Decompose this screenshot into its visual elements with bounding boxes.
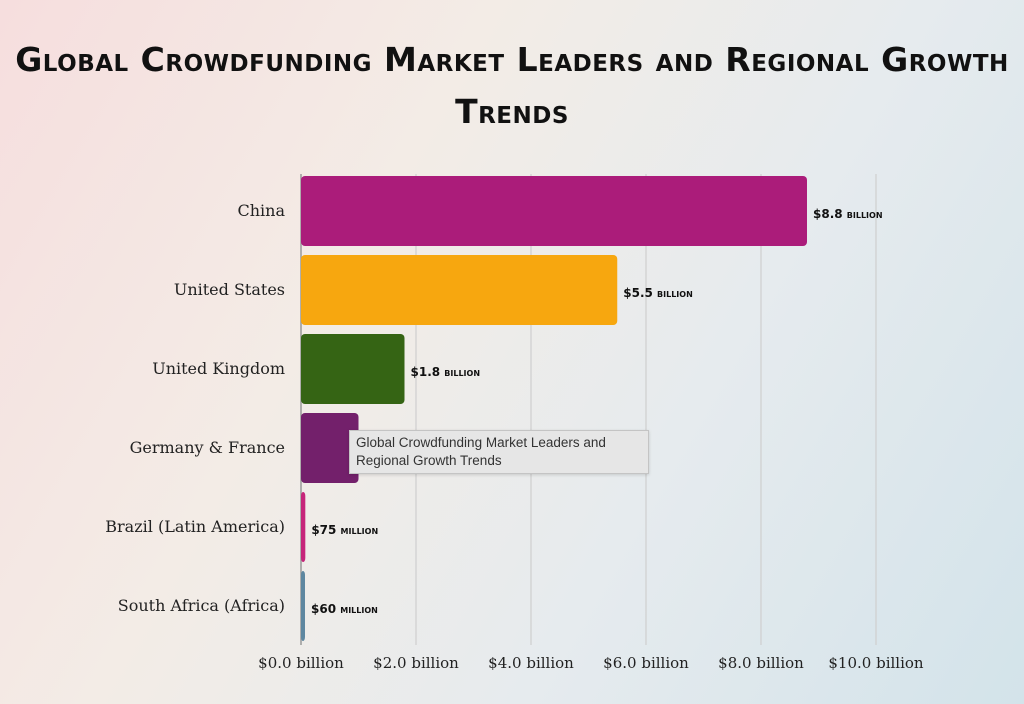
category-label: China [237, 201, 285, 220]
category-label: Germany & France [130, 438, 285, 457]
data-label: $1.8 billion [411, 365, 481, 379]
data-label: $5.5 billion [623, 286, 693, 300]
category-label: United States [174, 280, 285, 299]
data-label: $60 million [311, 602, 378, 616]
x-tick-label: $2.0 billion [373, 654, 459, 672]
x-tick-label: $10.0 billion [828, 654, 924, 672]
bar [301, 255, 618, 325]
x-tick-label: $4.0 billion [488, 654, 574, 672]
bar [301, 492, 306, 562]
x-tick-label: $6.0 billion [603, 654, 689, 672]
tooltip: Global Crowdfunding Market Leaders and R… [349, 430, 649, 474]
bar [301, 334, 405, 404]
data-label: $8.8 billion [813, 207, 883, 221]
bar [301, 176, 807, 246]
bar [301, 571, 305, 641]
bar [301, 413, 359, 483]
category-label: Brazil (Latin America) [105, 517, 285, 536]
x-tick-label: $0.0 billion [258, 654, 344, 672]
chart-title: Global Crowdfunding Market Leaders and R… [15, 40, 1009, 131]
x-tick-label: $8.0 billion [718, 654, 804, 672]
category-label: South Africa (Africa) [118, 596, 285, 615]
data-label: $75 million [311, 523, 378, 537]
category-label: United Kingdom [152, 359, 285, 378]
